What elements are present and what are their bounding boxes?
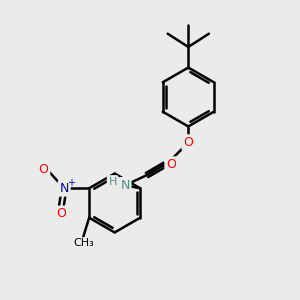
- Text: O: O: [183, 136, 193, 149]
- Text: +: +: [67, 178, 75, 188]
- Text: N: N: [59, 182, 69, 195]
- Text: O: O: [56, 207, 66, 220]
- Text: O: O: [166, 158, 176, 171]
- Text: O: O: [39, 163, 49, 176]
- Text: CH₃: CH₃: [73, 238, 94, 248]
- Text: N: N: [120, 179, 130, 192]
- Text: H: H: [108, 177, 117, 187]
